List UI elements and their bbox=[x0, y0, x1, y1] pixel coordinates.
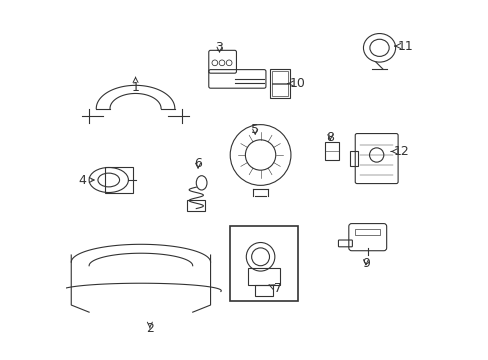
Bar bbox=[272, 83, 287, 96]
Bar bbox=[187, 200, 205, 211]
Text: 6: 6 bbox=[194, 157, 202, 170]
Bar bbox=[349, 152, 357, 166]
Text: 7: 7 bbox=[268, 283, 282, 296]
Text: 9: 9 bbox=[361, 257, 369, 270]
Text: 2: 2 bbox=[145, 322, 153, 335]
Text: 11: 11 bbox=[394, 40, 412, 53]
Text: 5: 5 bbox=[251, 123, 259, 136]
Bar bbox=[255, 285, 272, 296]
Text: 10: 10 bbox=[287, 77, 305, 90]
Text: 8: 8 bbox=[325, 131, 334, 144]
Bar bbox=[354, 229, 380, 235]
Bar bbox=[230, 226, 298, 301]
Text: 3: 3 bbox=[215, 41, 223, 54]
Bar bbox=[247, 267, 280, 285]
Bar bbox=[105, 167, 132, 193]
Bar bbox=[270, 69, 289, 98]
Text: 12: 12 bbox=[390, 145, 409, 158]
Bar bbox=[324, 143, 339, 160]
Text: 1: 1 bbox=[131, 77, 139, 94]
Bar bbox=[272, 71, 287, 84]
Text: 4: 4 bbox=[78, 174, 94, 186]
